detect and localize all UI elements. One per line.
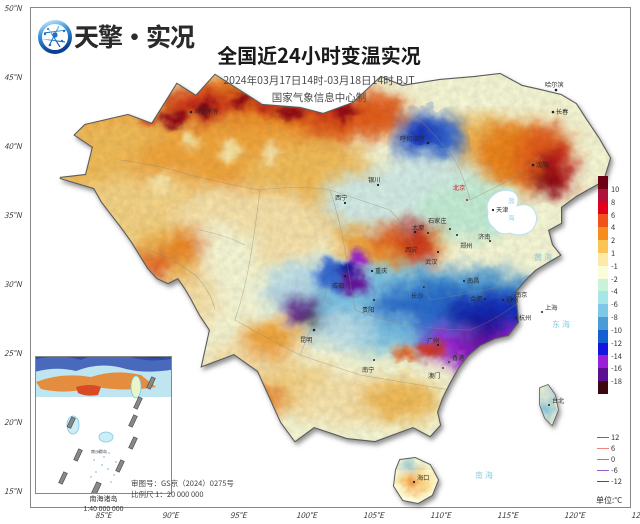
svg-text:南宁: 南宁 (362, 365, 374, 374)
svg-text:贵阳: 贵阳 (362, 305, 374, 314)
svg-text:上海: 上海 (545, 303, 557, 312)
svg-text:广州: 广州 (427, 336, 439, 345)
svg-text:澳门: 澳门 (428, 371, 440, 380)
svg-text:合肥: 合肥 (470, 294, 482, 303)
svg-text:乌鲁木齐: 乌鲁木齐 (194, 107, 219, 116)
svg-text:南沙群岛: 南沙群岛 (91, 448, 107, 455)
svg-text:哈尔滨: 哈尔滨 (545, 80, 564, 89)
svg-text:南昌: 南昌 (467, 276, 479, 285)
svg-text:西宁: 西宁 (335, 193, 347, 202)
svg-text:海: 海 (508, 212, 515, 222)
svg-text:南海: 南海 (475, 470, 495, 481)
svg-text:长沙: 长沙 (411, 291, 423, 300)
svg-text:西安: 西安 (405, 245, 417, 254)
svg-text:东海: 东海 (552, 319, 572, 330)
svg-text:成都: 成都 (332, 281, 344, 290)
svg-text:福州: 福州 (506, 295, 518, 304)
svg-text:呼和浩特: 呼和浩特 (400, 134, 425, 143)
svg-text:重庆: 重庆 (375, 266, 387, 275)
svg-text:沈阳: 沈阳 (536, 160, 548, 169)
svg-text:石家庄: 石家庄 (428, 216, 447, 225)
svg-text:香港: 香港 (452, 353, 465, 362)
svg-text:北京: 北京 (453, 183, 465, 192)
svg-text:郑州: 郑州 (460, 241, 472, 250)
svg-text:海口: 海口 (417, 473, 429, 482)
svg-text:银川: 银川 (368, 175, 380, 184)
svg-text:渤: 渤 (508, 195, 515, 205)
svg-text:杭州: 杭州 (519, 313, 531, 322)
svg-text:长春: 长春 (556, 107, 568, 116)
svg-text:台北: 台北 (552, 396, 565, 405)
svg-text:济南: 济南 (478, 232, 490, 241)
svg-text:天津: 天津 (496, 205, 508, 214)
svg-text:太原: 太原 (412, 223, 424, 232)
svg-text:黄海: 黄海 (534, 252, 554, 263)
svg-text:武汉: 武汉 (425, 257, 437, 266)
